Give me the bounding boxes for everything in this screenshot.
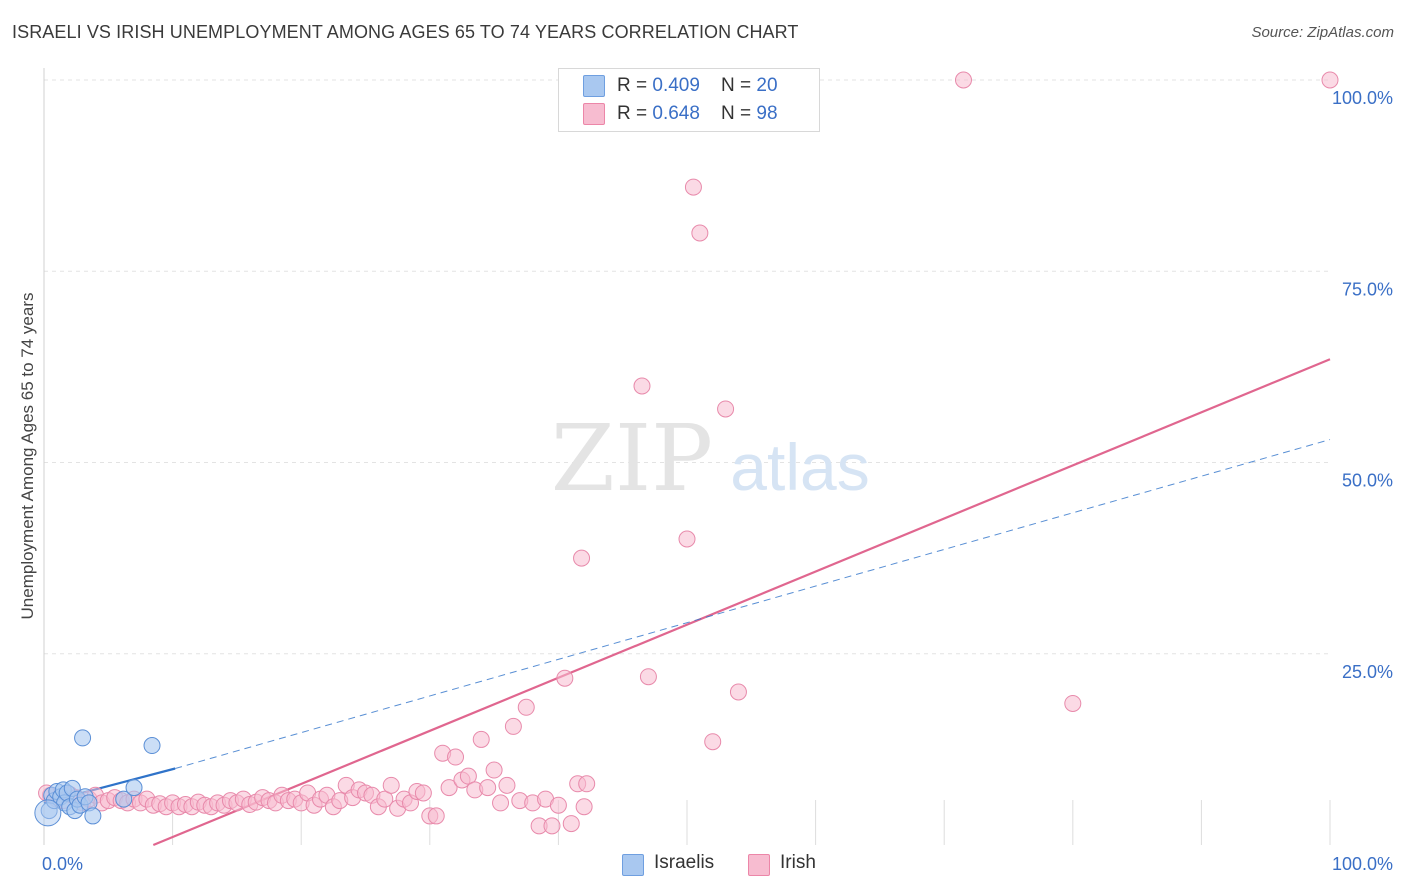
israelis-trend-extension [175,439,1331,769]
irish-point [549,796,567,814]
irish-point [504,717,522,735]
irish-point [575,798,593,816]
x-tick-label-min: 0.0% [42,854,83,874]
watermark-zip: ZIP [551,405,713,512]
irish-point [633,377,651,395]
irish-point [691,224,709,242]
legend-swatch-israelis [583,75,605,97]
legend-n-value-israelis: 20 [756,75,778,96]
legend-r-label: R = [617,75,653,96]
irish-point [440,779,458,797]
irish-point [382,776,400,794]
irish-point [447,748,465,766]
israelis-point-large [34,799,62,827]
israelis-point [143,737,161,755]
legend-r-value-israelis: 0.409 [652,75,700,96]
legend-n-label: N = [721,75,757,96]
irish-point [1321,71,1339,89]
irish-point [1064,694,1082,712]
irish-point [717,400,735,418]
x-tick-label-max: 100.0% [1332,854,1393,874]
irish-point [578,775,596,793]
irish-point [543,817,561,835]
irish-point [479,779,497,797]
irish-point [485,761,503,779]
source-label: Source: ZipAtlas.com [1251,24,1394,41]
israelis-legend-label: Israelis [654,852,715,873]
irish-point [729,683,747,701]
irish-point [556,669,574,687]
grid-lines [44,79,1330,655]
irish-point [459,767,477,785]
chart-title: ISRAELI VS IRISH UNEMPLOYMENT AMONG AGES… [12,22,799,42]
irish-point [954,71,972,89]
irish-point [498,776,516,794]
legend-n-label: N = [721,103,757,124]
irish-point [376,790,394,808]
irish-point [678,530,696,548]
irish-legend-label: Irish [780,852,816,873]
y-tick-label-100: 100.0% [1332,88,1393,108]
tick-labels: 100.0% 75.0% 50.0% 25.0% 0.0% 100.0% [42,88,1393,874]
axes [43,68,1331,845]
irish-point [704,733,722,751]
irish-point [517,698,535,716]
data-points [34,71,1339,835]
irish-point [427,807,445,825]
watermark-atlas: atlas [730,430,869,504]
irish-point [684,178,702,196]
israelis-point [125,779,143,797]
y-tick-label-50: 50.0% [1342,471,1393,491]
correlation-legend: R = 0.409 N = 20 R = 0.648 N = 98 [558,68,820,132]
israelis-swatch [622,854,644,876]
legend-swatch-irish [583,103,605,125]
irish-point [573,549,591,567]
irish-trend-line [152,358,1331,847]
irish-point [414,784,432,802]
israelis-point [115,790,133,808]
irish-point [492,794,510,812]
legend-r-label: R = [617,103,653,124]
irish-swatch [748,854,770,876]
irish-point [639,668,657,686]
israelis-point [74,729,92,747]
legend-n-value-irish: 98 [756,103,778,124]
irish-point [562,815,580,833]
watermark: ZIP atlas [551,405,870,512]
legend-r-value-irish: 0.648 [652,103,700,124]
irish-point [472,730,490,748]
israelis-point [84,807,102,825]
y-tick-label-75: 75.0% [1342,279,1393,299]
y-tick-label-25: 25.0% [1342,662,1393,682]
